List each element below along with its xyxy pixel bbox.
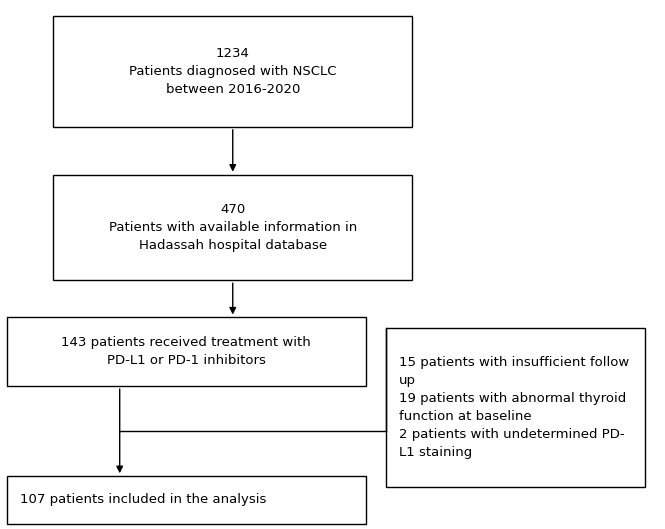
Text: 15 patients with insufficient follow
up
19 patients with abnormal thyroid
functi: 15 patients with insufficient follow up … xyxy=(399,356,629,459)
Text: 143 patients received treatment with
PD-L1 or PD-1 inhibitors: 143 patients received treatment with PD-… xyxy=(61,336,311,367)
FancyBboxPatch shape xyxy=(7,476,366,524)
FancyBboxPatch shape xyxy=(7,317,366,386)
Text: 107 patients included in the analysis: 107 patients included in the analysis xyxy=(20,494,266,506)
FancyBboxPatch shape xyxy=(386,328,645,487)
FancyBboxPatch shape xyxy=(53,16,412,127)
FancyBboxPatch shape xyxy=(53,175,412,280)
Text: 1234
Patients diagnosed with NSCLC
between 2016-2020: 1234 Patients diagnosed with NSCLC betwe… xyxy=(129,47,336,96)
Text: 470
Patients with available information in
Hadassah hospital database: 470 Patients with available information … xyxy=(108,203,357,252)
